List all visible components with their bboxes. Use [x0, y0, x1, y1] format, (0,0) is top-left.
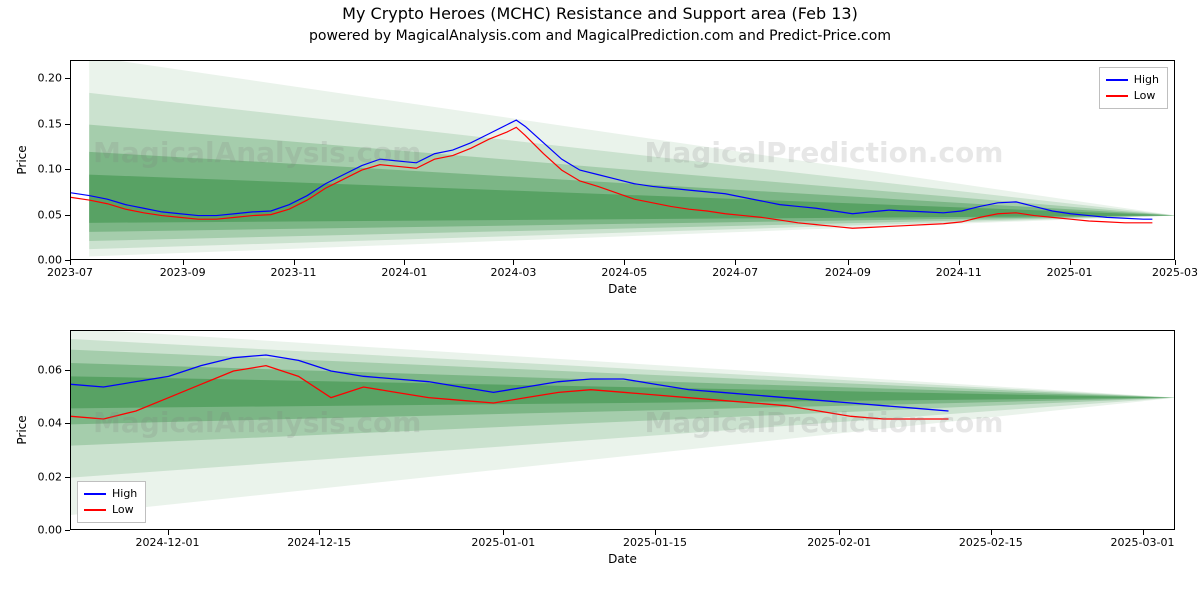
- y-tick-mark: [65, 169, 70, 170]
- y-axis-label: Price: [15, 415, 29, 444]
- y-tick-label: 0.00: [38, 524, 63, 537]
- x-tick-label: 2024-07: [712, 266, 758, 279]
- y-tick-mark: [65, 124, 70, 125]
- legend-item: High: [84, 486, 137, 502]
- x-tick-mark: [1143, 530, 1144, 535]
- x-tick-label: 2024-05: [601, 266, 647, 279]
- figure: My Crypto Heroes (MCHC) Resistance and S…: [0, 0, 1200, 600]
- x-tick-mark: [168, 530, 169, 535]
- legend-swatch: [84, 509, 106, 511]
- y-tick-label: 0.02: [38, 470, 63, 483]
- x-tick-label: 2024-12-01: [136, 536, 200, 549]
- x-tick-mark: [1070, 260, 1071, 265]
- x-tick-mark: [959, 260, 960, 265]
- x-tick-mark: [735, 260, 736, 265]
- legend: High Low: [77, 481, 146, 523]
- y-tick-mark: [65, 370, 70, 371]
- legend-swatch: [1106, 95, 1128, 97]
- bottom-chart-svg: [71, 331, 1175, 530]
- x-tick-label: 2025-03-01: [1111, 536, 1175, 549]
- y-tick-label: 0.04: [38, 417, 63, 430]
- x-tick-mark: [624, 260, 625, 265]
- y-tick-mark: [65, 530, 70, 531]
- legend-label: Low: [1134, 88, 1156, 104]
- y-tick-label: 0.20: [38, 72, 63, 85]
- x-axis-label: Date: [608, 282, 637, 296]
- y-tick-label: 0.10: [38, 163, 63, 176]
- x-tick-label: 2025-01-01: [471, 536, 535, 549]
- bottom-chart: MagicalAnalysis.com MagicalPrediction.co…: [70, 330, 1175, 530]
- top-chart: MagicalAnalysis.com MagicalPrediction.co…: [70, 60, 1175, 260]
- legend-item: Low: [1106, 88, 1159, 104]
- x-tick-label: 2024-12-15: [287, 536, 351, 549]
- top-chart-svg: [71, 61, 1175, 260]
- legend-label: High: [1134, 72, 1159, 88]
- legend: High Low: [1099, 67, 1168, 109]
- x-axis-label: Date: [608, 552, 637, 566]
- legend-item: High: [1106, 72, 1159, 88]
- x-tick-mark: [655, 530, 656, 535]
- x-tick-label: 2023-07: [47, 266, 93, 279]
- x-tick-mark: [839, 530, 840, 535]
- x-tick-mark: [848, 260, 849, 265]
- y-tick-label: 0.15: [38, 117, 63, 130]
- x-tick-label: 2025-01-15: [623, 536, 687, 549]
- x-tick-label: 2023-11: [271, 266, 317, 279]
- x-tick-mark: [1175, 260, 1176, 265]
- x-tick-mark: [404, 260, 405, 265]
- y-tick-label: 0.00: [38, 254, 63, 267]
- x-tick-label: 2024-11: [936, 266, 982, 279]
- y-tick-label: 0.06: [38, 364, 63, 377]
- x-tick-label: 2024-09: [825, 266, 871, 279]
- y-tick-mark: [65, 215, 70, 216]
- y-tick-mark: [65, 78, 70, 79]
- y-tick-mark: [65, 423, 70, 424]
- legend-item: Low: [84, 502, 137, 518]
- chart-subtitle: powered by MagicalAnalysis.com and Magic…: [0, 28, 1200, 44]
- legend-label: Low: [112, 502, 134, 518]
- bottom-plot-area: MagicalAnalysis.com MagicalPrediction.co…: [70, 330, 1175, 530]
- x-tick-label: 2025-01: [1047, 266, 1093, 279]
- x-tick-label: 2024-01: [381, 266, 427, 279]
- legend-label: High: [112, 486, 137, 502]
- x-tick-label: 2023-09: [160, 266, 206, 279]
- x-tick-mark: [991, 530, 992, 535]
- x-tick-mark: [503, 530, 504, 535]
- legend-swatch: [84, 493, 106, 495]
- x-tick-label: 2025-02-01: [807, 536, 871, 549]
- x-tick-label: 2024-03: [490, 266, 536, 279]
- chart-title: My Crypto Heroes (MCHC) Resistance and S…: [0, 4, 1200, 23]
- x-tick-mark: [319, 530, 320, 535]
- legend-swatch: [1106, 79, 1128, 81]
- x-tick-label: 2025-03: [1152, 266, 1198, 279]
- x-tick-mark: [183, 260, 184, 265]
- y-axis-label: Price: [15, 145, 29, 174]
- y-tick-mark: [65, 477, 70, 478]
- x-tick-label: 2025-02-15: [959, 536, 1023, 549]
- y-tick-label: 0.05: [38, 208, 63, 221]
- x-tick-mark: [513, 260, 514, 265]
- x-tick-mark: [294, 260, 295, 265]
- x-tick-mark: [70, 260, 71, 265]
- top-plot-area: MagicalAnalysis.com MagicalPrediction.co…: [70, 60, 1175, 260]
